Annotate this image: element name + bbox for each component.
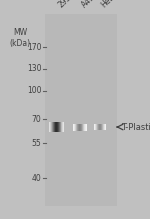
- Bar: [82, 124, 83, 131]
- Bar: [105, 124, 106, 130]
- Bar: [61, 122, 62, 132]
- Text: 293T: 293T: [56, 0, 76, 10]
- Bar: [102, 124, 103, 130]
- Bar: [60, 122, 61, 132]
- Bar: [60, 122, 61, 132]
- Bar: [84, 124, 85, 131]
- Bar: [58, 122, 59, 132]
- Bar: [82, 124, 83, 131]
- Bar: [73, 124, 74, 131]
- Bar: [98, 124, 99, 130]
- Text: 40: 40: [32, 174, 41, 183]
- Bar: [62, 122, 63, 132]
- Bar: [76, 124, 77, 131]
- Bar: [99, 124, 100, 130]
- Bar: [52, 122, 53, 132]
- Bar: [80, 124, 81, 131]
- Bar: [56, 122, 57, 132]
- Text: 70: 70: [32, 115, 41, 124]
- Bar: [105, 124, 106, 130]
- Bar: [85, 124, 86, 131]
- Bar: [62, 122, 63, 132]
- Bar: [53, 122, 54, 132]
- Bar: [75, 124, 76, 131]
- Bar: [85, 124, 86, 131]
- Bar: [74, 124, 75, 131]
- Bar: [86, 124, 87, 131]
- Bar: [94, 124, 95, 130]
- Bar: [96, 124, 97, 130]
- Bar: [80, 124, 81, 131]
- Text: 170: 170: [27, 42, 41, 52]
- Bar: [98, 124, 99, 130]
- Bar: [103, 124, 104, 130]
- Text: A431: A431: [80, 0, 101, 10]
- Bar: [50, 122, 51, 132]
- Bar: [63, 122, 64, 132]
- Bar: [49, 122, 50, 132]
- Bar: [55, 122, 56, 132]
- Bar: [50, 122, 51, 132]
- Text: 100: 100: [27, 86, 41, 95]
- Bar: [81, 124, 82, 131]
- Bar: [104, 124, 105, 130]
- Bar: [94, 124, 95, 130]
- Bar: [59, 122, 60, 132]
- Bar: [104, 124, 105, 130]
- Bar: [83, 124, 84, 131]
- Bar: [57, 122, 58, 132]
- Bar: [102, 124, 103, 130]
- Bar: [79, 124, 80, 131]
- Bar: [77, 124, 78, 131]
- Text: HeLa: HeLa: [100, 0, 120, 10]
- Bar: [100, 124, 101, 130]
- Bar: [45, 14, 117, 206]
- Bar: [78, 124, 79, 131]
- Bar: [93, 124, 94, 130]
- Bar: [85, 124, 86, 131]
- Bar: [95, 124, 96, 130]
- Bar: [58, 122, 59, 132]
- Text: MW
(kDa): MW (kDa): [10, 28, 31, 48]
- Bar: [51, 122, 52, 132]
- Bar: [54, 122, 55, 132]
- Bar: [54, 122, 55, 132]
- Text: 130: 130: [27, 64, 41, 74]
- Text: T-Plastin: T-Plastin: [122, 122, 150, 132]
- Bar: [61, 122, 62, 132]
- Bar: [83, 124, 84, 131]
- Bar: [101, 124, 102, 130]
- Bar: [79, 124, 80, 131]
- Bar: [97, 124, 98, 130]
- Bar: [101, 124, 102, 130]
- Bar: [97, 124, 98, 130]
- Bar: [103, 124, 104, 130]
- Text: 55: 55: [32, 139, 41, 148]
- Bar: [84, 124, 85, 131]
- Bar: [56, 122, 57, 132]
